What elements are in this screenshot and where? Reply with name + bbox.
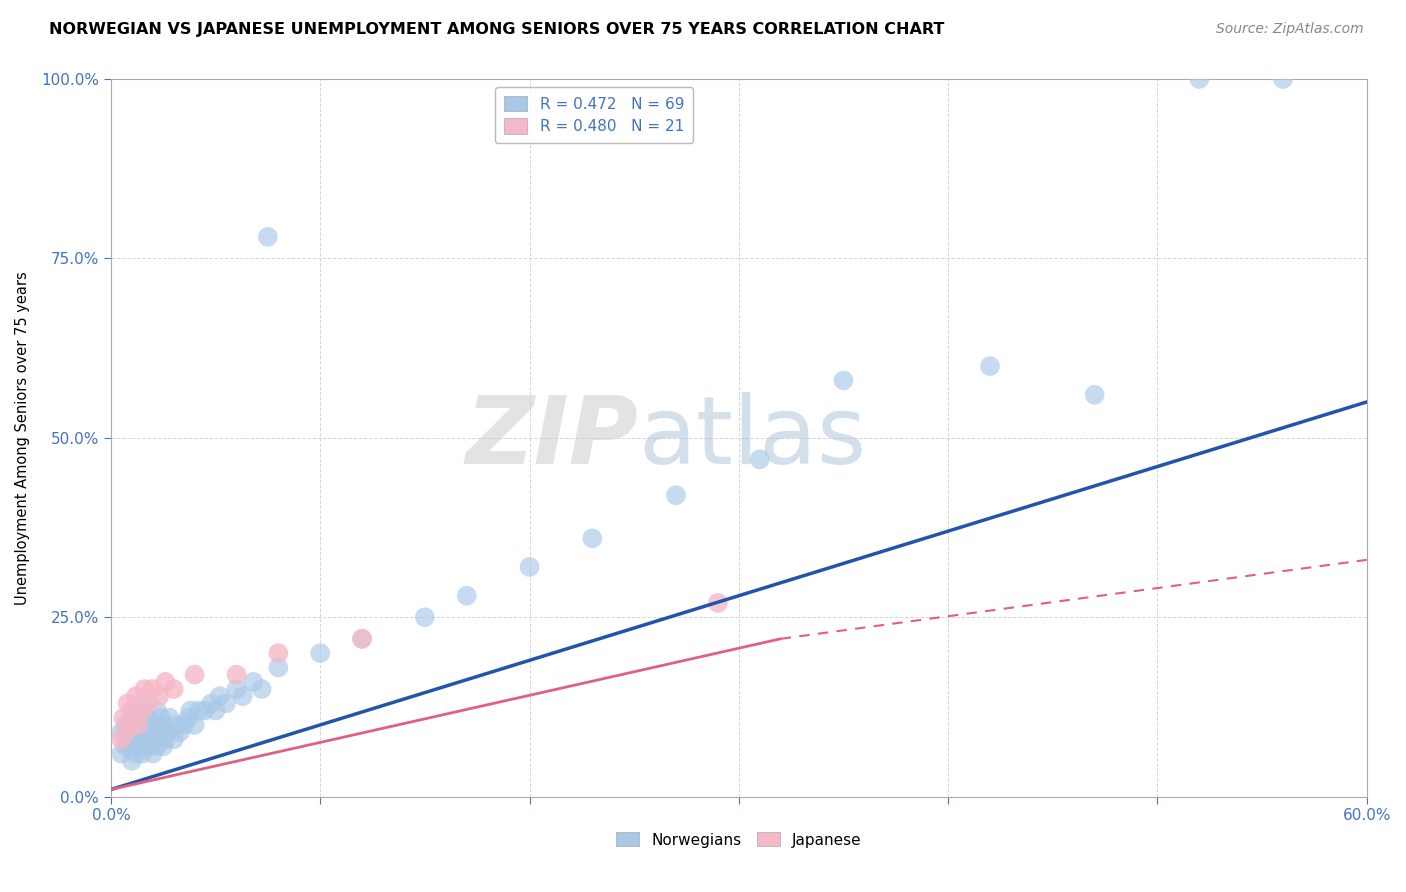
Text: atlas: atlas: [638, 392, 866, 483]
Point: [138, 718, 160, 732]
Point: [118, 739, 141, 754]
Point: [148, 689, 170, 703]
Point: [131, 747, 153, 761]
Point: [135, 704, 157, 718]
Point: [242, 674, 264, 689]
Point: [122, 739, 145, 754]
Point: [155, 732, 177, 747]
Point: [1272, 72, 1295, 87]
Point: [194, 704, 217, 718]
Point: [148, 725, 170, 739]
Point: [177, 711, 200, 725]
Point: [134, 681, 156, 696]
Point: [163, 732, 186, 747]
Point: [129, 711, 152, 725]
Point: [110, 725, 132, 739]
Point: [159, 711, 181, 725]
Point: [204, 704, 226, 718]
Point: [413, 610, 436, 624]
Point: [267, 660, 290, 674]
Point: [179, 704, 201, 718]
Point: [832, 373, 855, 387]
Point: [665, 488, 688, 502]
Point: [125, 689, 148, 703]
Point: [131, 697, 153, 711]
Point: [456, 589, 478, 603]
Point: [165, 718, 187, 732]
Point: [200, 697, 222, 711]
Point: [183, 718, 205, 732]
Point: [208, 689, 231, 703]
Point: [121, 704, 143, 718]
Point: [257, 230, 280, 244]
Point: [267, 646, 290, 660]
Point: [152, 718, 174, 732]
Text: Source: ZipAtlas.com: Source: ZipAtlas.com: [1216, 22, 1364, 37]
Point: [150, 711, 173, 725]
Point: [121, 704, 143, 718]
Point: [138, 697, 160, 711]
Legend: R = 0.472   N = 69, R = 0.480   N = 21: R = 0.472 N = 69, R = 0.480 N = 21: [495, 87, 693, 143]
Point: [142, 681, 165, 696]
Text: NORWEGIAN VS JAPANESE UNEMPLOYMENT AMONG SENIORS OVER 75 YEARS CORRELATION CHART: NORWEGIAN VS JAPANESE UNEMPLOYMENT AMONG…: [49, 22, 945, 37]
Point: [114, 739, 136, 754]
Point: [142, 747, 165, 761]
Point: [122, 711, 145, 725]
Point: [125, 747, 148, 761]
Point: [183, 667, 205, 681]
Point: [215, 697, 238, 711]
Point: [134, 739, 156, 754]
Point: [138, 739, 160, 754]
Point: [187, 704, 209, 718]
Point: [117, 697, 139, 711]
Point: [127, 718, 149, 732]
Point: [146, 739, 169, 754]
Point: [979, 359, 1001, 373]
Point: [748, 452, 770, 467]
Point: [352, 632, 374, 646]
Point: [519, 560, 541, 574]
Point: [225, 667, 247, 681]
Point: [121, 754, 143, 768]
Point: [309, 646, 332, 660]
Point: [232, 689, 254, 703]
Text: ZIP: ZIP: [465, 392, 638, 483]
Point: [134, 711, 156, 725]
Point: [131, 725, 153, 739]
Point: [163, 681, 186, 696]
Point: [112, 711, 135, 725]
Point: [169, 725, 191, 739]
Point: [117, 732, 139, 747]
Point: [352, 632, 374, 646]
Point: [129, 739, 152, 754]
Point: [139, 725, 162, 739]
Point: [142, 718, 165, 732]
Point: [118, 718, 141, 732]
Point: [114, 725, 136, 739]
Point: [581, 531, 603, 545]
Point: [156, 725, 179, 739]
Point: [152, 739, 174, 754]
Point: [121, 732, 143, 747]
Point: [225, 681, 247, 696]
Point: [1188, 72, 1211, 87]
Point: [707, 596, 730, 610]
Point: [155, 674, 177, 689]
Point: [110, 747, 132, 761]
Point: [110, 732, 132, 747]
Point: [135, 732, 157, 747]
Point: [127, 732, 149, 747]
Point: [131, 704, 153, 718]
Point: [114, 718, 136, 732]
Point: [146, 704, 169, 718]
Y-axis label: Unemployment Among Seniors over 75 years: Unemployment Among Seniors over 75 years: [15, 271, 30, 605]
Point: [1084, 388, 1107, 402]
Point: [173, 718, 195, 732]
Point: [143, 732, 166, 747]
Point: [250, 681, 273, 696]
Point: [125, 718, 148, 732]
